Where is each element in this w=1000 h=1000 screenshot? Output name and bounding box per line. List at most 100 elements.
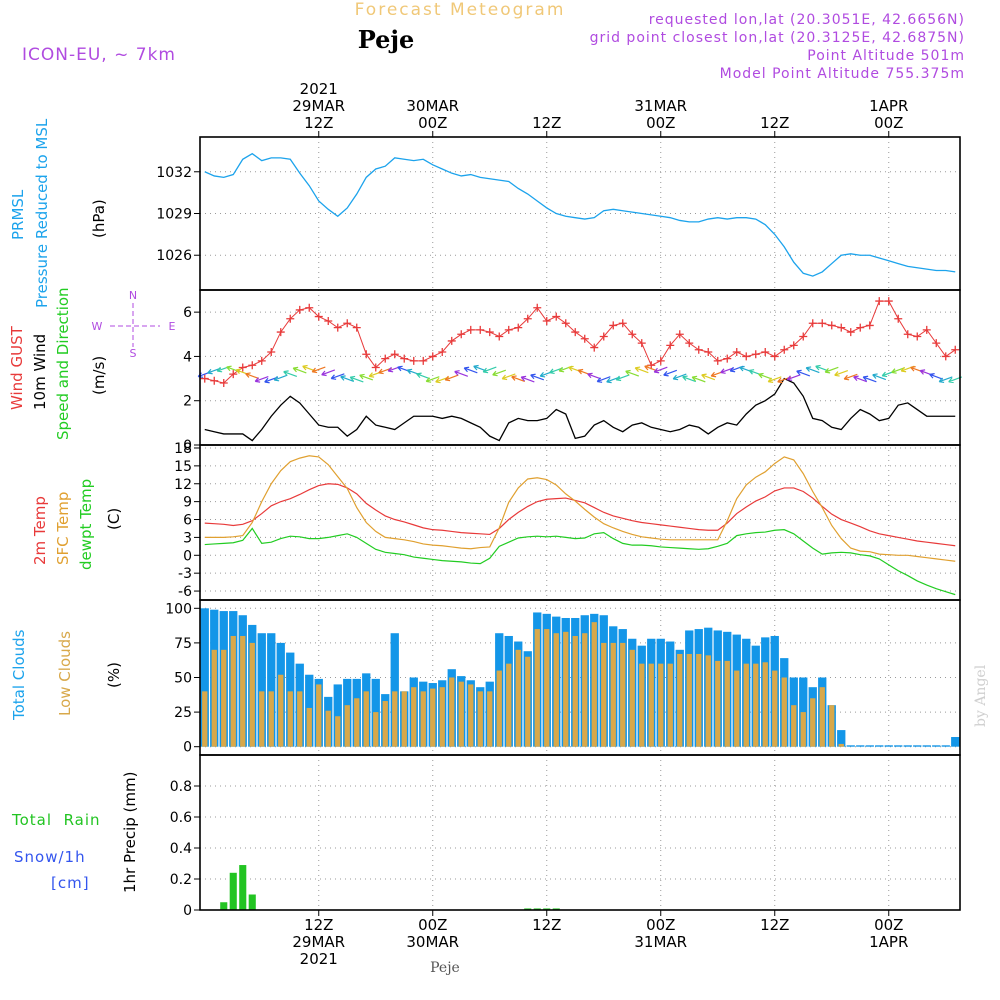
wind-direction-arrow <box>444 374 459 382</box>
gust-marker <box>761 348 770 356</box>
low-clouds-bar <box>534 629 540 747</box>
low-clouds-bar <box>316 684 322 747</box>
low-clouds-bar <box>829 705 835 747</box>
y-tick-label: 6 <box>183 513 192 529</box>
top-time-label: 29MAR <box>292 97 345 115</box>
wind-panel: 0 2 4 6 <box>183 290 963 454</box>
gust-marker <box>514 323 523 332</box>
low-clouds-bar <box>544 629 550 747</box>
wind-direction-arrow <box>340 375 355 382</box>
low-clouds-bar <box>525 656 531 747</box>
gust-marker <box>827 321 836 330</box>
top-time-label: 00Z <box>874 114 903 132</box>
rain-bar <box>220 902 228 910</box>
gust-marker <box>732 348 741 356</box>
y-tick-label: 18 <box>174 441 192 457</box>
bottom-time-label: 29MAR <box>292 933 345 951</box>
total-clouds-bar <box>267 633 276 747</box>
y-tick-label: 50 <box>174 671 192 687</box>
wind-direction-arrow <box>425 376 440 383</box>
wind-direction-arrow <box>245 372 260 380</box>
low-clouds-label: Low Clouds <box>56 631 74 716</box>
low-clouds-bar <box>487 691 493 747</box>
low-clouds-bar <box>420 691 426 747</box>
gust-marker <box>666 341 675 350</box>
wind-direction-arrow <box>682 375 697 383</box>
gust-marker <box>903 330 912 339</box>
low-clouds-bar <box>715 660 721 747</box>
requested-coords: requested lon,lat (20.3051E, 42.6656N) <box>649 12 965 28</box>
low-clouds-bar <box>325 710 331 747</box>
y-tick-label: 25 <box>174 705 192 721</box>
gust-marker <box>894 314 903 323</box>
low-clouds-bar <box>800 712 806 747</box>
gust-marker <box>314 312 323 321</box>
bottom-time-label: 00Z <box>874 916 903 934</box>
wind-direction-arrow <box>615 374 630 382</box>
low-clouds-bar <box>382 701 388 747</box>
y-tick-label: -6 <box>178 584 192 600</box>
gust-marker <box>390 350 399 359</box>
low-clouds-bar <box>240 635 246 747</box>
gust-marker <box>333 323 342 332</box>
wind-direction-arrow <box>416 372 431 380</box>
panel-frame <box>199 289 961 446</box>
low-clouds-bar <box>468 684 474 747</box>
gust-marker <box>713 356 722 365</box>
wind-direction-arrow <box>454 370 469 377</box>
snow-unit-label: [cm] <box>51 874 90 892</box>
wind-direction-arrow <box>283 370 298 378</box>
low-clouds-bar <box>810 698 816 747</box>
gust-marker <box>837 323 846 332</box>
low-clouds-bar <box>439 687 445 747</box>
gust-marker <box>276 328 285 337</box>
low-clouds-bar <box>696 653 702 747</box>
dewpoint-series-line <box>204 527 956 596</box>
gust-marker <box>286 314 295 323</box>
low-clouds-bar <box>743 663 749 747</box>
low-clouds-bar <box>401 691 407 747</box>
wind-direction-arrow <box>653 366 668 374</box>
low-clouds-bar <box>772 670 778 747</box>
wind-direction-arrow <box>634 366 649 374</box>
total-clouds-bar <box>875 745 884 747</box>
wind-direction-arrow <box>938 376 953 384</box>
low-clouds-bar <box>496 670 502 747</box>
wind-direction-arrow <box>824 366 839 374</box>
total-clouds-bar <box>903 745 912 747</box>
gust-marker <box>590 343 599 352</box>
snow-label: Snow/1h <box>14 848 86 866</box>
gust-marker <box>542 317 551 325</box>
gust-marker <box>248 361 257 370</box>
temp-unit: (C) <box>105 508 123 530</box>
gust-marker <box>704 348 713 356</box>
wind-direction-arrow <box>796 369 811 377</box>
gust-marker <box>618 319 627 328</box>
total-clouds-bar <box>913 745 922 747</box>
low-clouds-bar <box>753 663 759 747</box>
low-clouds-bar <box>354 698 360 747</box>
gust-marker <box>371 363 380 372</box>
model-altitude: Model Point Altitude 755.375m <box>720 66 965 82</box>
gust-marker <box>808 319 817 328</box>
credit-watermark: by Angel <box>973 664 989 727</box>
low-clouds-bar <box>411 687 417 747</box>
y-tick-label: 0.6 <box>170 810 192 826</box>
model-label: ICON-EU, ~ 7km <box>22 45 176 65</box>
low-clouds-bar <box>610 642 616 747</box>
low-clouds-bar <box>553 633 559 747</box>
low-clouds-bar <box>515 649 521 747</box>
low-clouds-bar <box>582 633 588 747</box>
low-clouds-bar <box>648 663 654 747</box>
low-clouds-bar <box>306 707 312 747</box>
low-clouds-bar <box>591 622 597 747</box>
gust-marker <box>533 303 542 312</box>
gust-marker <box>495 332 504 341</box>
gust-marker <box>599 332 608 341</box>
wind-direction-arrow <box>701 373 716 381</box>
top-time-label: 12Z <box>532 114 561 132</box>
wind-direction-arrow <box>254 376 269 383</box>
low-clouds-bar <box>458 681 464 747</box>
total-clouds-bar <box>951 737 960 747</box>
